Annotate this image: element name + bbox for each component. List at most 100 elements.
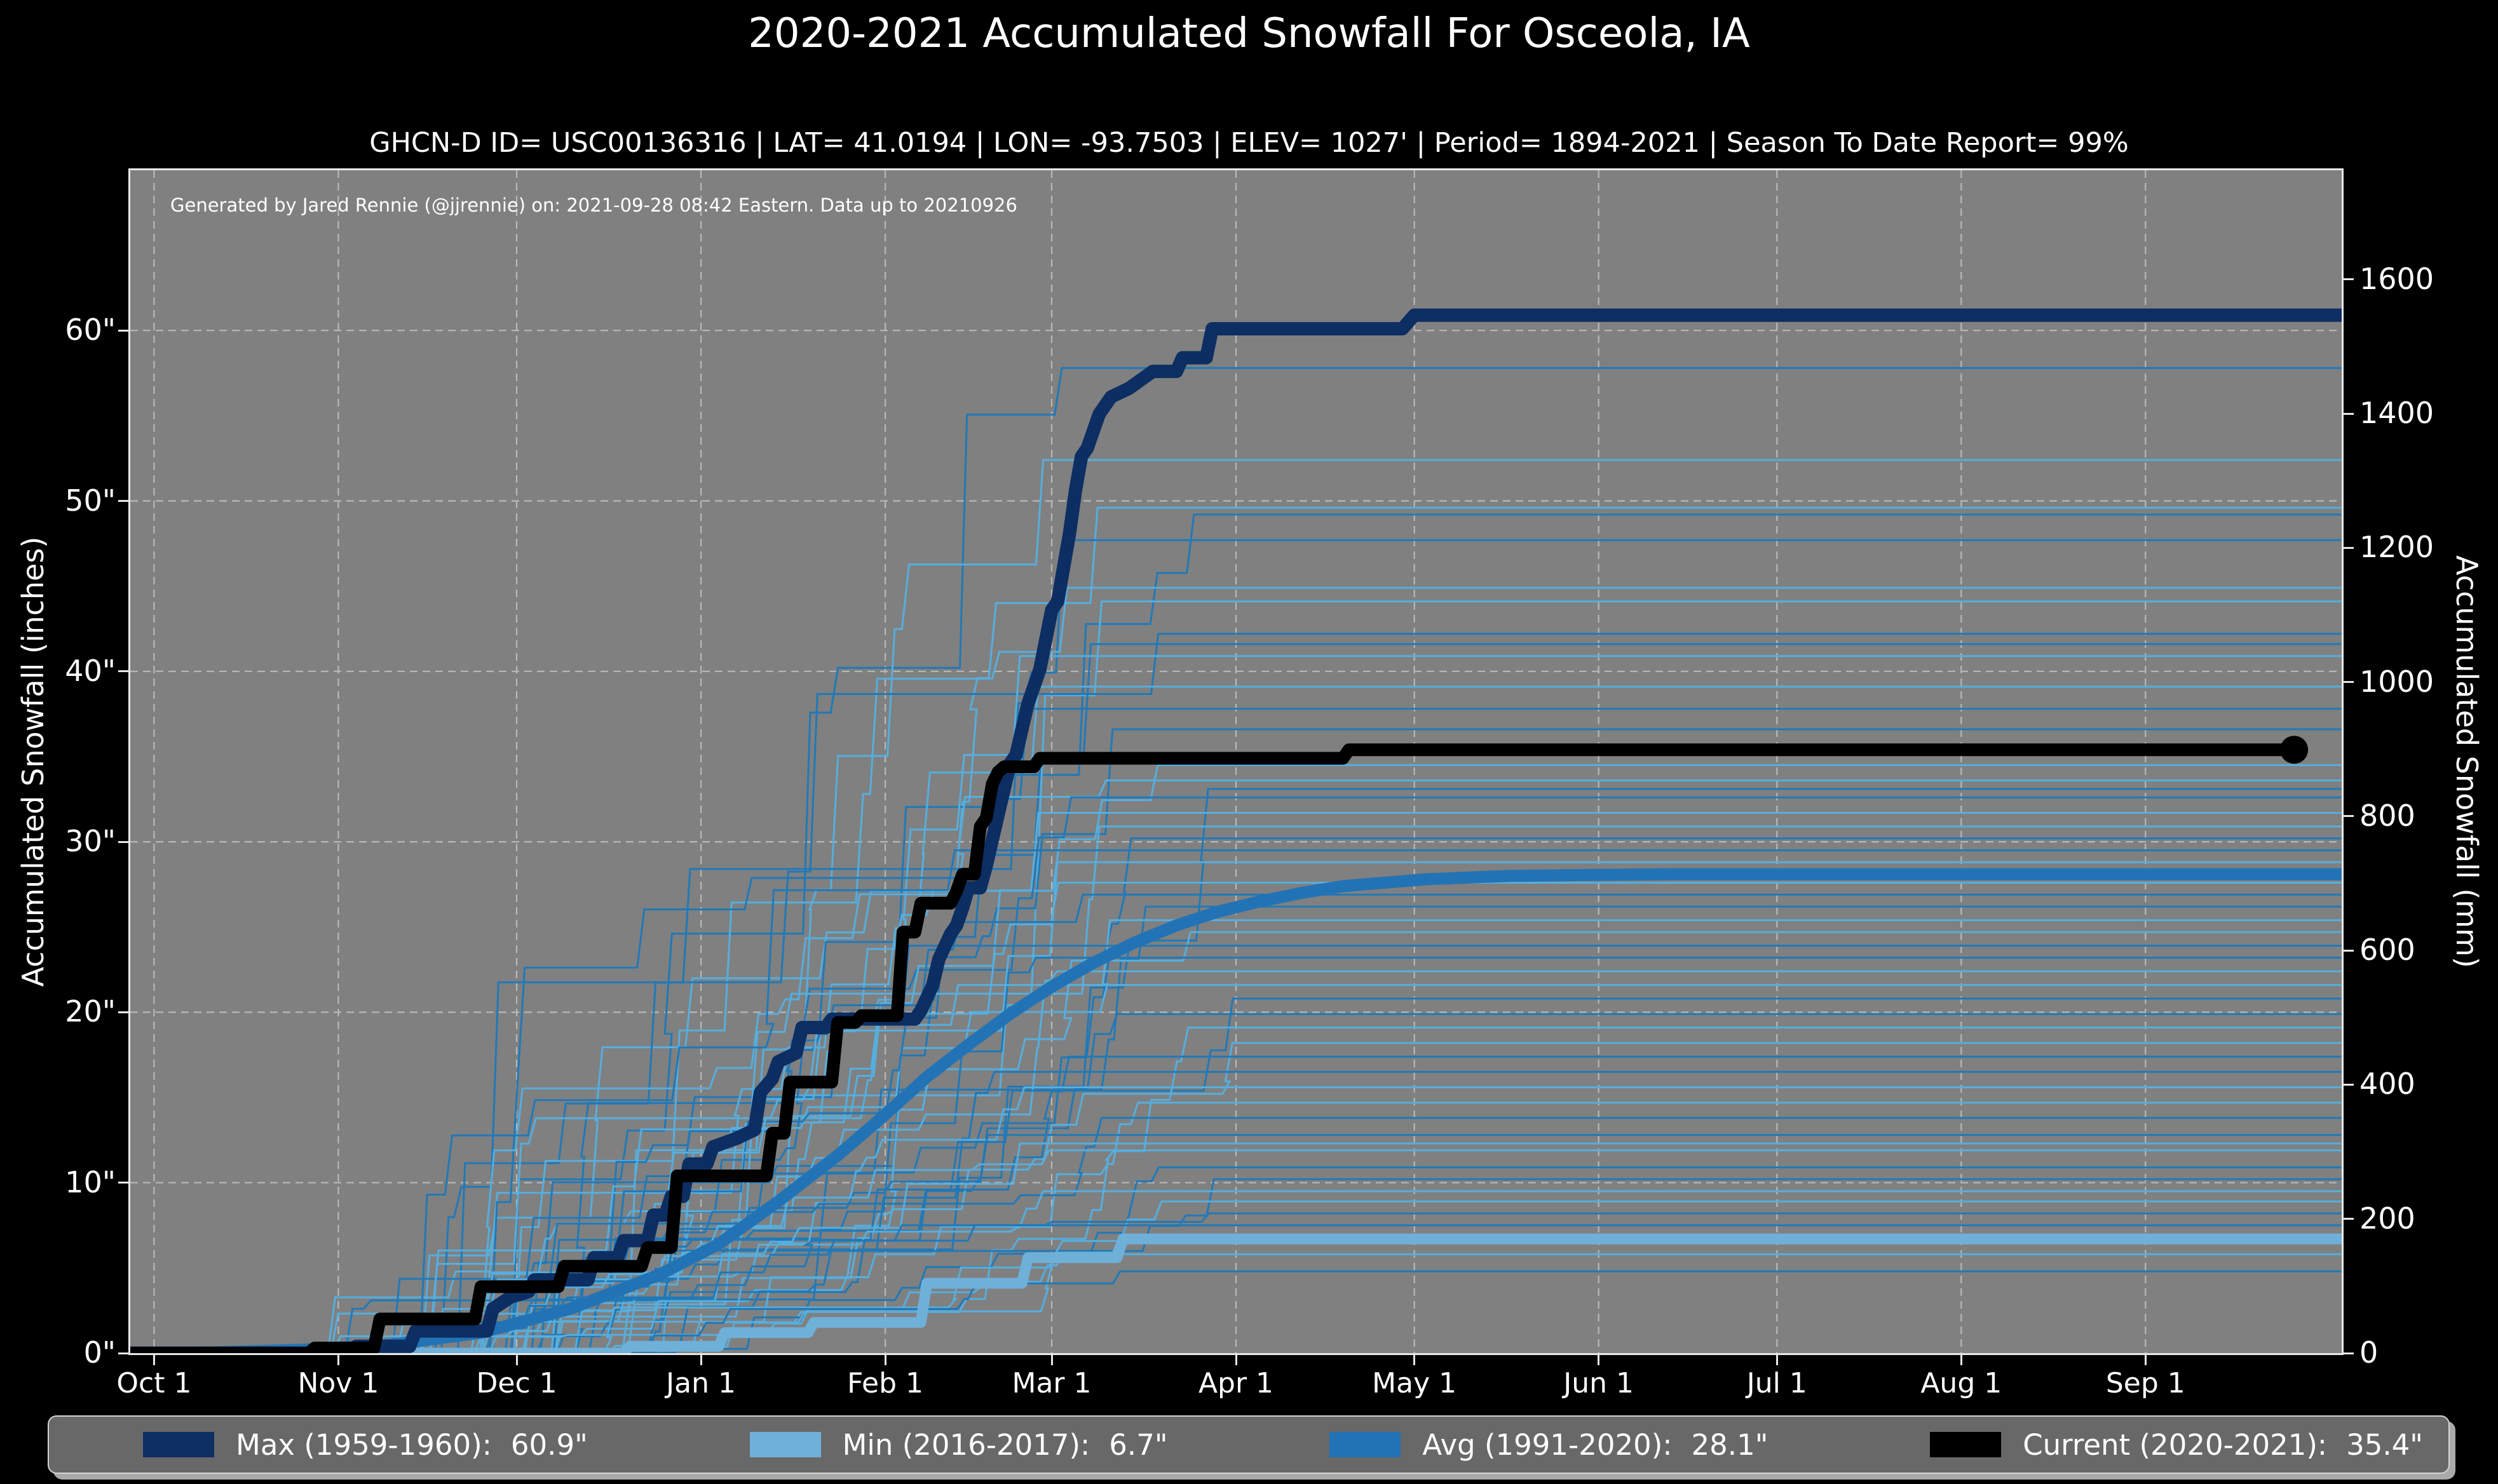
x-tick-label: May 1 [1372,1367,1457,1400]
y-tickmark-mm [2344,412,2354,415]
x-tickmark [337,1355,339,1365]
y-axis-label-mm: Accumulated Snowfall (mm) [2450,555,2484,968]
legend-entry: Avg (1991-2020): 28.1" [1329,1428,1768,1462]
season-line [130,1212,2342,1353]
y-tick-label-mm: 0 [2359,1335,2379,1370]
x-tick-label: Jan 1 [666,1367,736,1400]
x-tickmark [700,1355,702,1365]
season-line [130,849,2342,1353]
x-tick-label: Jul 1 [1746,1367,1807,1400]
season-line [130,1253,2342,1353]
min-line [130,1233,2342,1353]
y-tick-label-mm: 1200 [2359,530,2434,565]
station-metadata-subtitle: GHCN-D ID= USC00136316 | LAT= 41.0194 | … [369,127,2129,159]
generated-by-annotation: Generated by Jared Rennie (@jjrennie) on… [170,194,1017,216]
y-tick-label-inches: 60" [65,313,116,347]
x-tickmark [1598,1355,1600,1365]
y-tick-label-inches: 30" [65,824,116,859]
season-line [130,997,2342,1353]
y-tickmark-mm [2344,1218,2354,1220]
season-line [130,633,2342,1353]
x-tickmark [2144,1355,2147,1365]
x-tick-label: Mar 1 [1012,1367,1092,1400]
legend-value: 60.9" [510,1427,588,1462]
x-tick-label: Apr 1 [1198,1367,1274,1400]
y-tick-label-mm: 600 [2359,933,2415,968]
y-axis-label-inches: Accumulated Snowfall (inches) [16,536,50,987]
season-line [130,685,2342,1353]
y-tickmark-mm [2344,278,2354,281]
legend-label: Max (1959-1960): [236,1427,492,1462]
season-line [130,1042,2342,1353]
snowfall-chart [130,170,2342,1353]
legend-value: 28.1" [1691,1427,1768,1462]
x-tick-label: Dec 1 [476,1367,557,1400]
legend-swatch [1930,1432,2002,1457]
season-line [130,1117,2342,1353]
x-tick-label: Jun 1 [1563,1367,1634,1400]
season-line [130,728,2342,1353]
x-tickmark [1413,1355,1416,1365]
legend: Max (1959-1960): 60.9" Min (2016-2017): 6.7… [48,1415,2450,1474]
y-tickmark-inches [118,1182,128,1184]
y-tickmark-inches [118,670,128,673]
season-line [130,708,2342,1353]
legend-swatch [143,1432,214,1457]
x-tick-label: Nov 1 [297,1367,379,1400]
y-tick-label-mm: 1400 [2359,396,2434,431]
season-line [130,513,2342,1353]
legend-swatch [749,1432,821,1457]
season-line [130,1270,2342,1353]
x-tickmark [1960,1355,1962,1365]
y-tickmark-mm [2344,681,2354,684]
legend-entry: Min (2016-2017): 6.7" [749,1427,1168,1462]
y-tick-label-inches: 50" [65,483,116,518]
page-title: 2020-2021 Accumulated Snowfall For Osceo… [748,10,1750,57]
y-tick-label-mm: 800 [2359,798,2415,833]
season-line [130,1149,2342,1353]
season-line [130,984,2342,1353]
x-tickmark [1775,1355,1778,1365]
legend-entry: Max (1959-1960): 60.9" [143,1428,588,1462]
y-tick-label-inches: 10" [65,1164,116,1199]
x-tickmark [1050,1355,1053,1365]
y-tickmark-mm [2344,815,2354,818]
x-tickmark [1235,1355,1237,1365]
y-tickmark-inches [118,1011,128,1013]
y-tick-label-inches: 0" [83,1335,116,1370]
season-line [130,779,2342,1353]
legend-label: Min (2016-2017): [842,1427,1090,1462]
x-tick-label: Aug 1 [1920,1367,2002,1400]
y-tick-label-mm: 1000 [2359,664,2434,699]
y-tick-label-mm: 200 [2359,1201,2415,1236]
y-tickmark-mm [2344,1083,2354,1086]
legend-value: 6.7" [1109,1427,1168,1462]
y-tick-label-inches: 20" [65,994,116,1029]
legend-swatch [1329,1432,1401,1457]
season-line [130,367,2342,1353]
legend-label: Avg (1991-2020): [1422,1427,1673,1462]
x-tickmark [884,1355,886,1365]
y-tickmark-inches [118,329,128,332]
season-line [130,1013,2342,1353]
x-tick-label: Oct 1 [116,1367,192,1400]
current-line [130,743,2301,1353]
current-end-marker [2280,736,2309,764]
x-tick-label: Feb 1 [847,1367,923,1400]
legend-entry: Current (2020-2021): 35.4" [1930,1428,2423,1462]
x-tickmark [515,1355,518,1365]
y-tickmark-mm [2344,546,2354,549]
legend-value: 35.4" [2346,1427,2423,1462]
y-tick-label-mm: 400 [2359,1067,2415,1102]
x-tick-label: Sep 1 [2105,1367,2185,1400]
y-tickmark-inches [118,840,128,843]
plot-area: Generated by Jared Rennie (@jjrennie) on… [128,168,2344,1355]
y-tickmark-mm [2344,949,2354,952]
max-line [130,308,2342,1353]
season-line [130,1178,2342,1353]
x-tickmark [153,1355,155,1365]
y-tickmark-inches [118,500,128,502]
season-line [130,882,2342,1353]
y-tickmark-inches [118,1352,128,1354]
